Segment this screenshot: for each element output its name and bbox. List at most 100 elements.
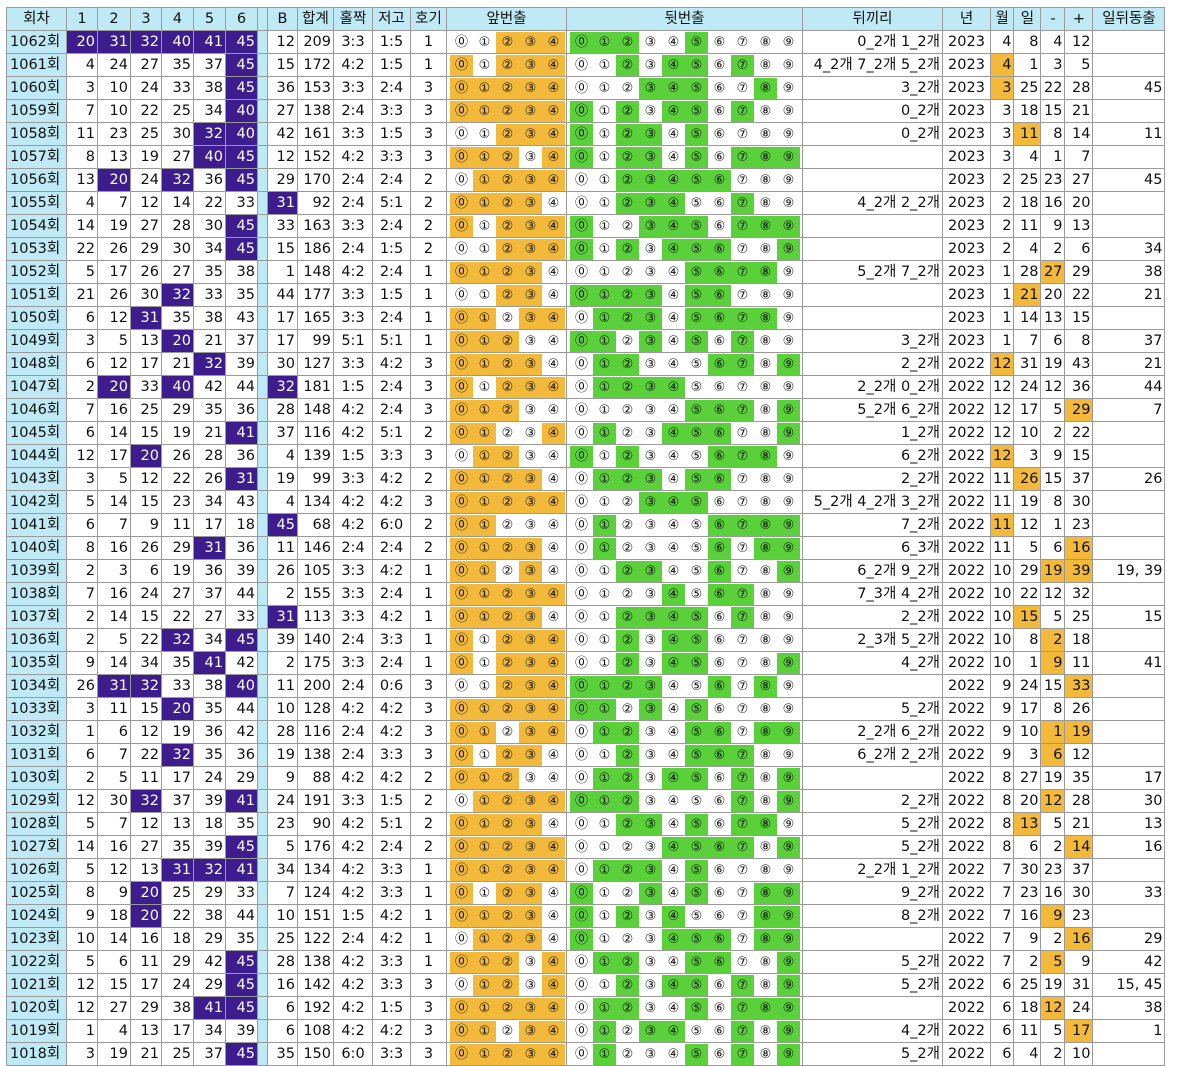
back-digit: ③ — [639, 215, 662, 237]
drawn-number: 8 — [66, 881, 98, 905]
year-char: 2 — [975, 585, 985, 602]
day-back-coexist: 45 — [1092, 168, 1166, 192]
back-digit: ③ — [644, 724, 657, 740]
table-row: 1045회 6 14 15 19 21 41 37 116 4:2 5:1 2 ⓪ ① ② ③ ④ ⓪ ① ② ③ ④ ⑤ ⑥… — [6, 421, 1166, 445]
low-high-ratio: 1:5 — [372, 53, 411, 77]
day-value: 5 — [1013, 536, 1042, 560]
drawn-number: 22 — [193, 191, 226, 215]
year-char: 2 — [948, 539, 958, 556]
back-digit: ⑤ — [685, 974, 708, 996]
back-digit: ⑨ — [777, 353, 800, 375]
front-digit: ④ — [547, 816, 560, 832]
back-digit: ⑧ — [759, 195, 772, 211]
month-value: 3 — [989, 145, 1015, 169]
back-pair-text: 0_2개 1_2개 — [802, 30, 943, 54]
drawn-number: 35 — [225, 927, 258, 951]
round-label: 1051회 — [6, 283, 67, 307]
back-digit: ⑤ — [685, 928, 708, 950]
year-char: 2 — [966, 263, 976, 280]
month-value: 9 — [989, 720, 1015, 744]
day-value: 31 — [1013, 352, 1042, 376]
front-digit: ④ — [542, 215, 565, 237]
drawn-number: 11 — [66, 122, 98, 146]
drawn-number: 30 — [97, 789, 131, 813]
back-digit: ③ — [644, 586, 657, 602]
year-char: 2 — [948, 999, 958, 1016]
back-pair-text: 7_3개 4_2개 — [802, 582, 943, 606]
round-label: 1022회 — [6, 950, 67, 974]
year-char: 2 — [948, 585, 958, 602]
hogi-value: 2 — [410, 168, 447, 192]
back-digit: ⑤ — [685, 54, 708, 76]
plus-value: 19 — [1064, 720, 1094, 744]
back-pair-text — [802, 214, 943, 238]
round-label: 1043회 — [6, 467, 67, 491]
year-char: 0 — [957, 631, 967, 648]
year-char: 2 — [948, 792, 958, 809]
front-digit: ② — [496, 974, 519, 996]
drawn-number: 22 — [161, 467, 194, 491]
round-label: 1054회 — [6, 214, 67, 238]
low-high-ratio: 1:5 — [372, 283, 411, 307]
back-digit: ① — [598, 80, 611, 96]
minus-value: 19 — [1040, 766, 1066, 790]
month-value: 10 — [989, 628, 1015, 652]
drawn-number: 24 — [130, 582, 162, 606]
back-digit: ② — [616, 813, 639, 835]
minus-value: 9 — [1040, 214, 1066, 238]
front-digit: ③ — [519, 997, 542, 1019]
minus-value: 12 — [1040, 375, 1066, 399]
front-digit: ⓪ — [450, 514, 473, 536]
odd-even-ratio: 4:2 — [333, 145, 373, 169]
back-pair-text: 2_2개 — [802, 605, 943, 629]
minus-value: 5 — [1040, 605, 1066, 629]
table-row: 1042회 5 14 15 23 34 43 4 134 4:2 4:2 3 ⓪ ① ② ③ ④ ⓪ ① ② ③ ④ ⑤ ⑥ ⑦… — [6, 490, 1166, 514]
back-digit: ③ — [639, 376, 662, 398]
front-digit: ⓪ — [454, 678, 468, 694]
drawn-number: 20 — [66, 30, 98, 54]
drawn-number: 39 — [225, 559, 258, 583]
year-char: 2 — [948, 884, 958, 901]
odd-even-ratio: 4:2 — [333, 260, 373, 284]
column-header — [257, 7, 268, 31]
sum-value: 146 — [297, 536, 334, 560]
back-digit: ⑨ — [782, 80, 795, 96]
back-digit: ⑦ — [736, 632, 749, 648]
front-digit: ④ — [547, 402, 560, 418]
front-digit: ① — [478, 241, 491, 257]
back-digit: ⑦ — [736, 701, 749, 717]
table-row: 1035회 9 14 34 35 41 42 2 175 3:3 2:4 1 ⓪ ① ② ③ ④ ⓪ ① ② ③ ④ ⑤ ⑥ ⑦… — [6, 651, 1166, 675]
front-digit: ① — [473, 100, 496, 122]
year-cell: 2022 — [942, 352, 991, 376]
year-cell: 2023 — [942, 122, 991, 146]
hogi-value: 3 — [410, 490, 447, 514]
plus-value: 23 — [1064, 904, 1094, 928]
sum-value: 113 — [297, 605, 334, 629]
round-label: 1061회 — [6, 53, 67, 77]
drawn-number: 32 — [130, 789, 162, 813]
back-digit: ④ — [667, 356, 680, 372]
drawn-number: 33 — [193, 283, 226, 307]
year-cell: 2022 — [942, 490, 991, 514]
minus-value: 16 — [1040, 881, 1066, 905]
drawn-number: 31 — [225, 467, 258, 491]
front-digit: ② — [496, 790, 519, 812]
month-value: 9 — [989, 697, 1015, 721]
low-high-ratio: 3:3 — [372, 881, 411, 905]
back-digit: ⑧ — [759, 586, 772, 602]
back-digit: ① — [598, 402, 611, 418]
front-digit: ⓪ — [450, 537, 473, 559]
month-value: 11 — [989, 536, 1015, 560]
minus-value: 8 — [1040, 122, 1066, 146]
back-pair-text: 2_2개 6_2개 — [802, 720, 943, 744]
year-char: 2 — [948, 631, 958, 648]
back-digit: ① — [593, 790, 616, 812]
bonus-number: 35 — [267, 1042, 298, 1066]
back-digit: ⑧ — [759, 1023, 772, 1039]
year-char: 2 — [948, 769, 958, 786]
year-char: 2 — [975, 723, 985, 740]
minus-value: 19 — [1040, 352, 1066, 376]
year-char: 0 — [957, 424, 967, 441]
